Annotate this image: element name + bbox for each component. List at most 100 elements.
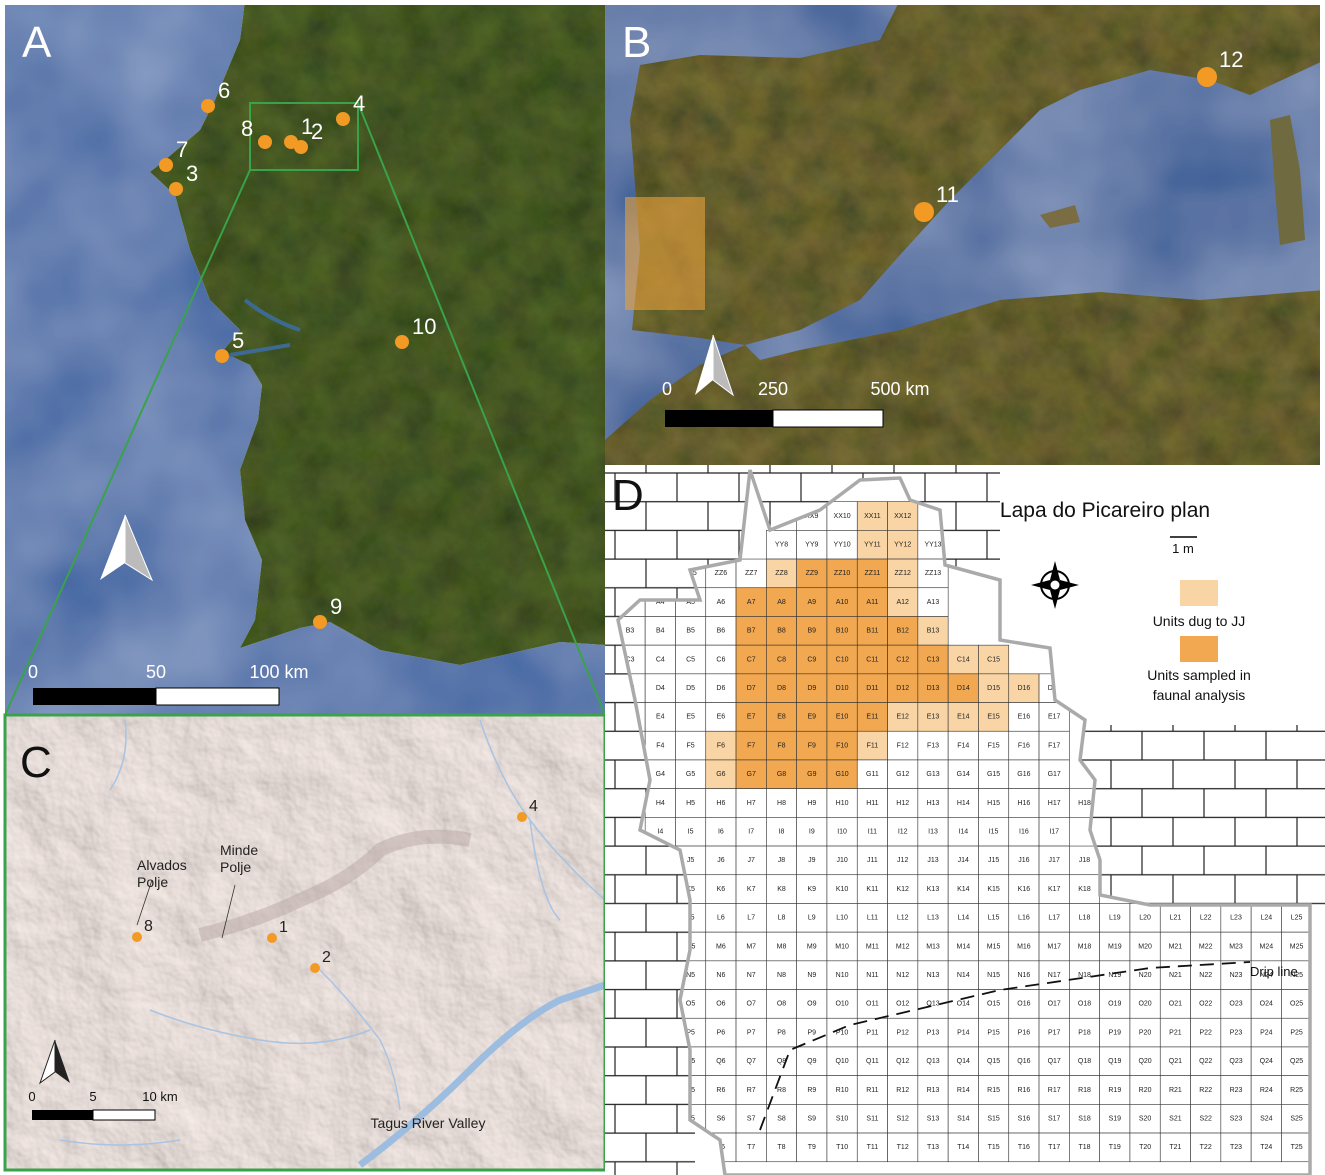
grid-unit: [796, 759, 828, 789]
unit-label: N9: [807, 972, 816, 979]
inset-line: [4, 169, 251, 716]
unit-label: O25: [1290, 1001, 1303, 1008]
inset-box: [249, 102, 359, 171]
grid-unit: [887, 1132, 919, 1163]
grid-unit: [796, 788, 828, 818]
unit-label: D5: [686, 685, 695, 692]
unit-label: R7: [747, 1087, 756, 1094]
grid-unit: [1190, 1075, 1222, 1105]
unit-label: H16: [1017, 800, 1030, 807]
unit-label: A10: [836, 599, 849, 606]
unit-label: F4: [656, 742, 664, 749]
grid-unit: [826, 587, 858, 617]
grid-unit: [1099, 1017, 1131, 1048]
unit-label: Q20: [1138, 1058, 1151, 1065]
compass-rose: [1031, 561, 1079, 609]
unit-label: M20: [1138, 943, 1152, 950]
grid-unit: [675, 616, 707, 646]
site-label: 8: [144, 918, 153, 935]
grid-unit: [1159, 1075, 1191, 1105]
label-line: Minde: [220, 842, 258, 858]
grid-unit: [766, 644, 797, 675]
grid-unit: [644, 730, 676, 761]
unit-label: N15: [987, 972, 1000, 979]
unit-label: S17: [1048, 1116, 1061, 1123]
site-label: 10: [412, 314, 436, 339]
unit-label: K12: [896, 886, 909, 893]
unit-label: L23: [1230, 915, 1242, 922]
unit-label: P19: [1109, 1029, 1122, 1036]
grid-unit: [796, 673, 828, 703]
unit-label: ZZ8: [775, 570, 788, 577]
unit-label: O19: [1108, 1001, 1121, 1008]
grid-unit: [1099, 960, 1131, 990]
unit-label: T21: [1169, 1144, 1181, 1151]
grid-unit: [735, 587, 767, 617]
unit-label: M7: [746, 943, 756, 950]
sea: [745, 62, 1320, 360]
grid-unit: [856, 587, 888, 617]
unit-label: XX12: [894, 513, 911, 520]
grid-unit: [705, 587, 737, 617]
unit-label: L19: [1109, 915, 1121, 922]
grid-unit: [1190, 903, 1222, 933]
grid-unit: [735, 1017, 767, 1048]
estuary: [229, 298, 301, 357]
unit-label: B10: [836, 628, 849, 635]
panel-label: D: [612, 471, 644, 520]
grid-unit: [1069, 903, 1100, 933]
unit-label: E17: [1048, 714, 1061, 721]
grid-unit: [947, 1104, 979, 1134]
grid-unit: [917, 587, 949, 617]
unit-label: L11: [867, 915, 878, 922]
unit-label: B9: [808, 628, 817, 635]
grid-unit: [887, 1017, 919, 1048]
unit-label: G16: [1017, 771, 1030, 778]
grid-unit: [705, 673, 737, 703]
legend-swatch: [1180, 580, 1218, 606]
grid-unit: [947, 931, 979, 962]
unit-label: T14: [957, 1144, 969, 1151]
unit-label: H15: [987, 800, 1000, 807]
unit-label: O12: [896, 1001, 909, 1008]
unit-label: ZZ7: [745, 570, 758, 577]
unit-label: J12: [897, 857, 908, 864]
unit-label: T13: [927, 1144, 939, 1151]
grid-unit: [917, 759, 949, 789]
grid-unit: [644, 673, 676, 703]
unit-label: D12: [896, 685, 909, 692]
grid-unit: [1250, 1075, 1282, 1105]
scale-label: 50: [146, 662, 166, 682]
grid-unit: [856, 788, 888, 818]
unit-label: F13: [927, 742, 939, 749]
unit-label: J5: [687, 857, 695, 864]
grid-unit: [735, 845, 767, 876]
grid-unit: [766, 1104, 797, 1134]
grid-unit: [978, 1132, 1010, 1163]
grid-unit: [796, 931, 828, 962]
grid-unit: [1099, 1046, 1131, 1076]
grid-unit: [1069, 1104, 1100, 1134]
unit-label: Q25: [1290, 1058, 1303, 1065]
site-marker: [914, 202, 934, 222]
unit-label: B4: [656, 628, 665, 635]
unit-label: S23: [1230, 1116, 1243, 1123]
unit-label: E7: [747, 714, 756, 721]
grid-unit: [1190, 1132, 1222, 1163]
site-marker: [313, 615, 327, 629]
grid-unit: [1220, 1104, 1252, 1134]
place-label: Alvados Polje: [137, 857, 187, 890]
scale-bar: [665, 410, 773, 427]
site-label: 2: [322, 949, 331, 966]
grid-unit: [796, 587, 828, 617]
grid-unit: [856, 1104, 888, 1134]
unit-label: G4: [656, 771, 665, 778]
unit-label: R18: [1078, 1087, 1091, 1094]
unit-label: N7: [747, 972, 756, 979]
unit-label: F11: [867, 742, 879, 749]
grid-unit: [856, 759, 888, 789]
drip-line: [759, 961, 1251, 1131]
unit-label: A12: [896, 599, 909, 606]
unit-label: L13: [927, 915, 939, 922]
grid-unit: [796, 874, 828, 904]
